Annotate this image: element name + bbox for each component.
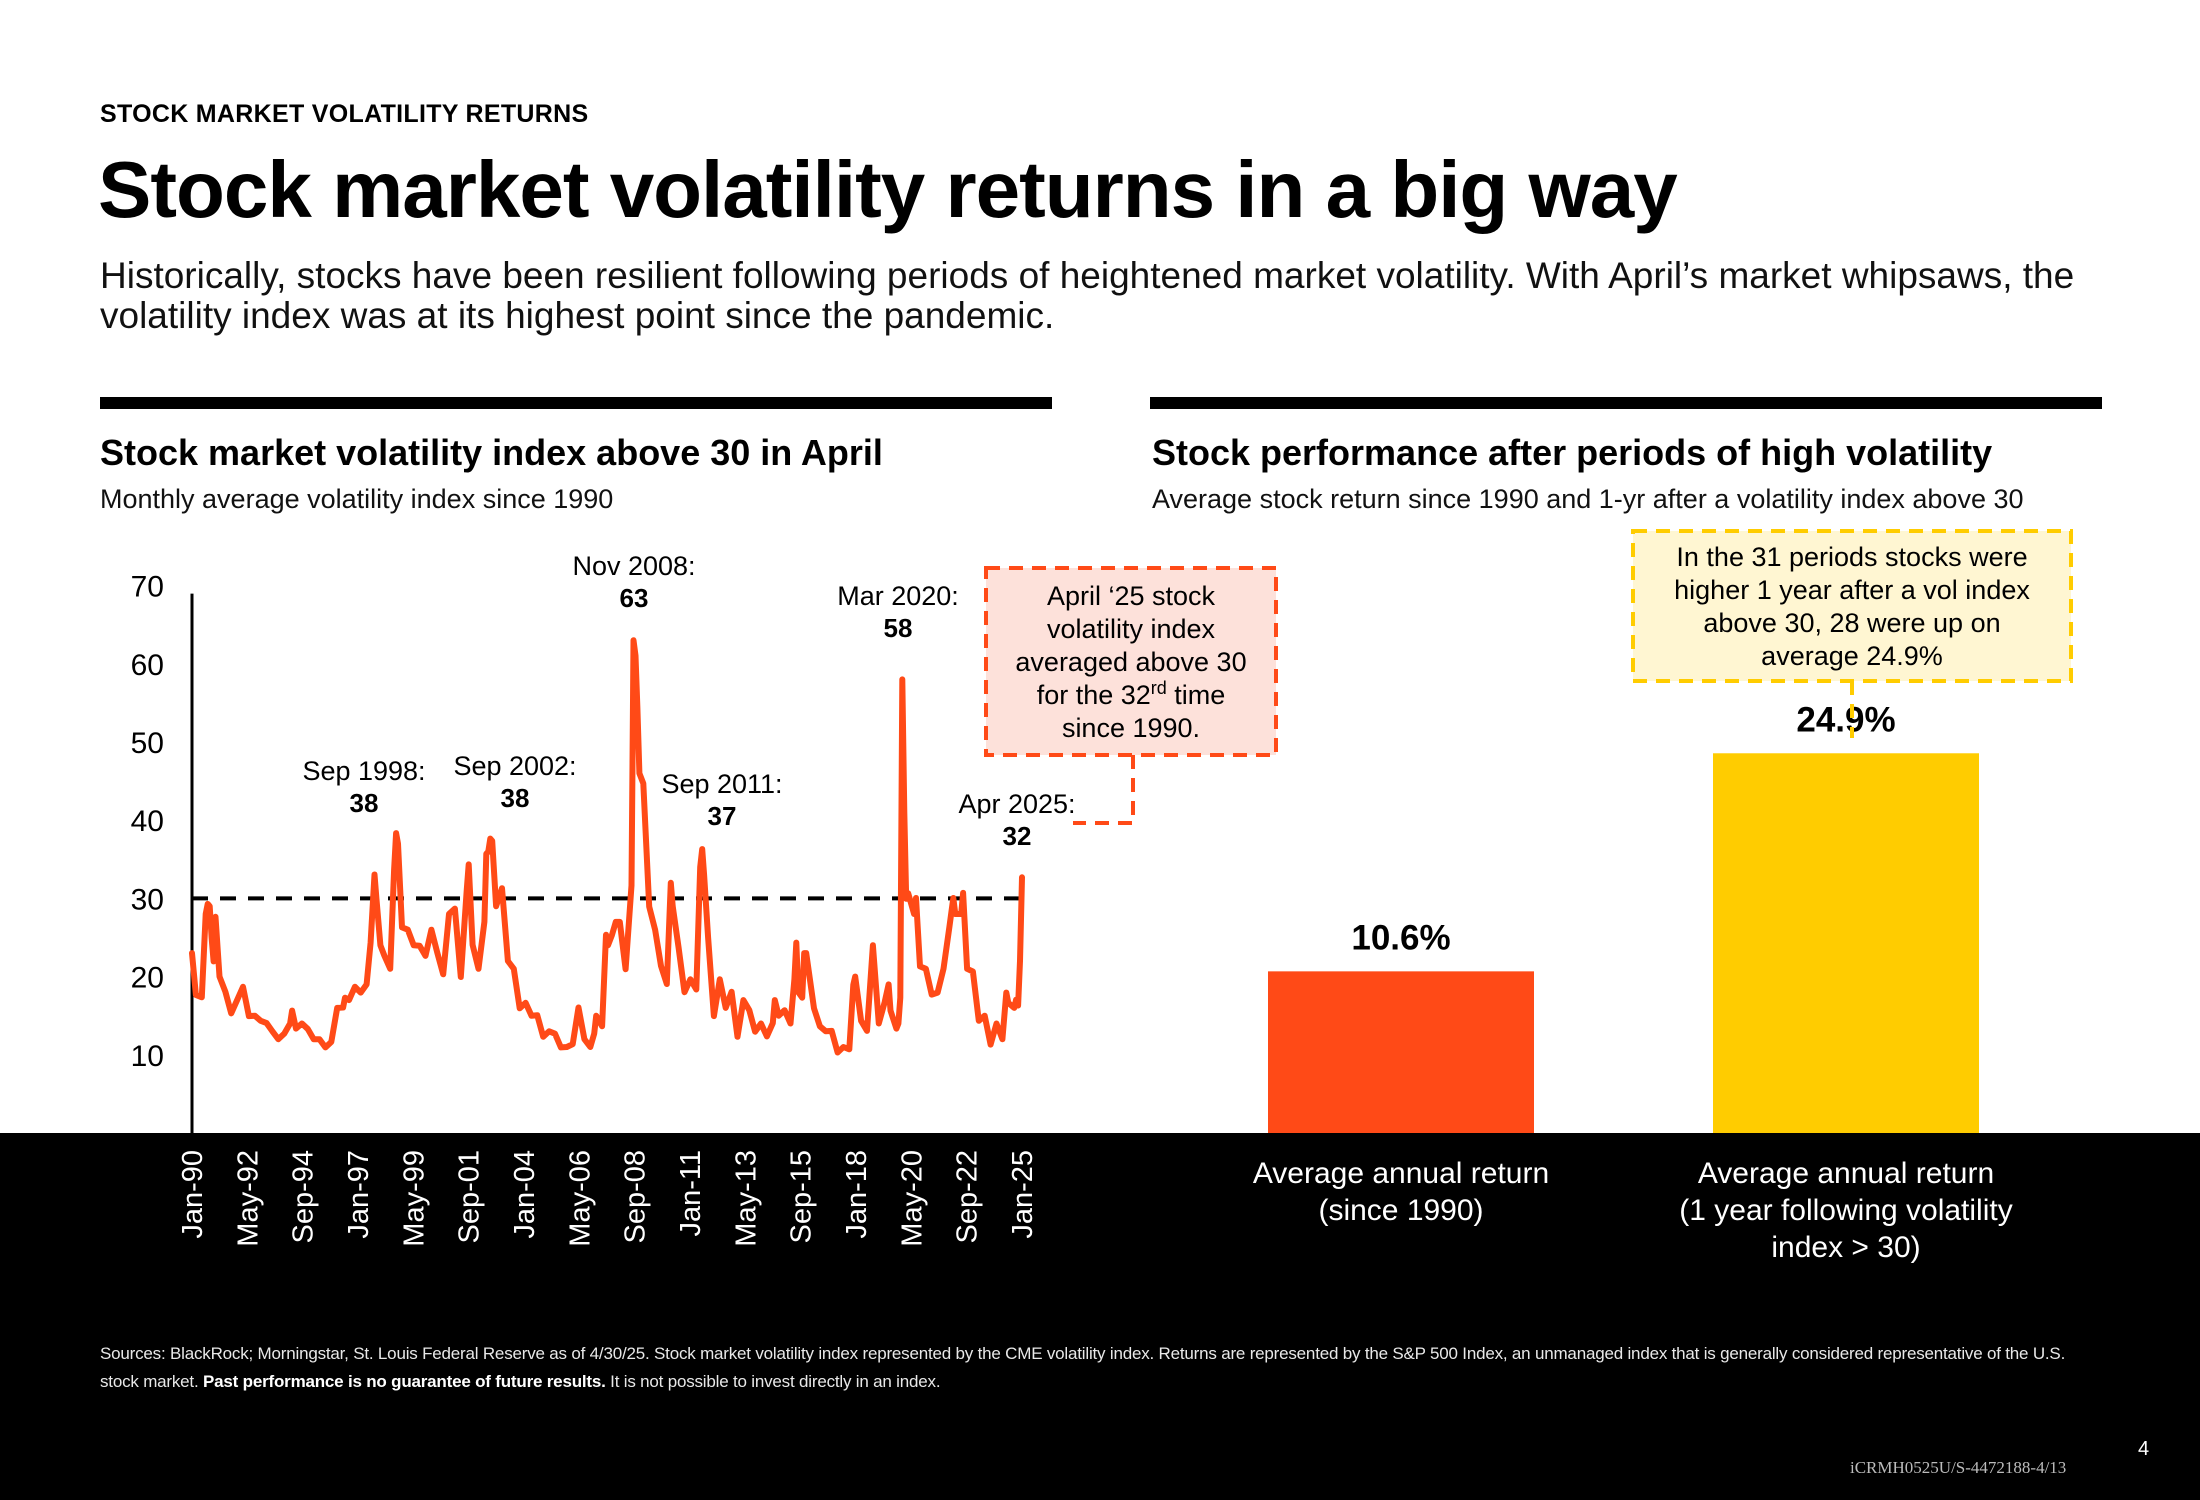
x-tick-label: Jan-04 bbox=[509, 1150, 541, 1239]
x-tick-label: May-99 bbox=[398, 1150, 430, 1247]
annotation-value: 37 bbox=[708, 801, 737, 831]
right-chart-subtitle: Average stock return since 1990 and 1-yr… bbox=[1152, 484, 2024, 514]
disclaimer-tail: It is not possible to invest directly in… bbox=[610, 1372, 941, 1391]
bar-2 bbox=[1713, 753, 1979, 1133]
page-headline: Stock market volatility returns in a big… bbox=[98, 145, 1678, 234]
x-tick-label: Jan-11 bbox=[675, 1150, 707, 1237]
callout-superscript: rd bbox=[1151, 678, 1167, 698]
x-tick-label: Sep-15 bbox=[786, 1150, 818, 1244]
callout-line: averaged above 30 bbox=[1015, 647, 1246, 677]
yellow-callout-line: above 30, 28 were up on bbox=[1703, 608, 2000, 638]
y-tick-label: 30 bbox=[131, 883, 164, 916]
disclaimer-text: Past performance is no guarantee of futu… bbox=[203, 1372, 606, 1391]
annotation-value: 38 bbox=[501, 783, 530, 813]
annotation-value: 63 bbox=[620, 583, 649, 613]
category-label: (since 1990) bbox=[1318, 1194, 1483, 1227]
annotation-value: 58 bbox=[884, 613, 913, 643]
y-tick-label: 50 bbox=[131, 727, 164, 760]
x-tick-label: May-20 bbox=[896, 1150, 928, 1247]
x-tick-label: May-06 bbox=[564, 1150, 596, 1247]
bar-1 bbox=[1268, 971, 1534, 1133]
annotation-label: Mar 2020: bbox=[837, 581, 959, 611]
callout-line: since 1990. bbox=[1062, 713, 1200, 743]
yellow-callout-box bbox=[1631, 529, 2073, 683]
y-tick-label: 40 bbox=[131, 805, 164, 838]
annotation-label: Nov 2008: bbox=[572, 551, 695, 581]
sources-text: Sources: BlackRock; Morningstar, St. Lou… bbox=[100, 1344, 2066, 1391]
x-tick-label: Jan-18 bbox=[841, 1150, 873, 1239]
category-label: Average annual return bbox=[1698, 1157, 1994, 1190]
annotation-label: Sep 1998: bbox=[302, 756, 425, 786]
yellow-callout-line: average 24.9% bbox=[1761, 641, 1943, 671]
left-chart-title: Stock market volatility index above 30 i… bbox=[100, 432, 883, 473]
x-tick-label: Sep-22 bbox=[952, 1150, 984, 1244]
eyebrow-label: STOCK MARKET VOLATILITY RETURNS bbox=[100, 100, 589, 128]
callout-line-tail: time bbox=[1167, 680, 1226, 710]
x-tick-label: Sep-94 bbox=[288, 1150, 320, 1244]
footer-band bbox=[0, 1133, 2200, 1500]
x-tick-label: Jan-90 bbox=[177, 1150, 209, 1239]
y-tick-label: 60 bbox=[131, 649, 164, 682]
right-section-rule bbox=[1150, 397, 2102, 409]
category-label: (1 year following volatility bbox=[1679, 1194, 2012, 1227]
category-label: index > 30) bbox=[1771, 1231, 1920, 1264]
yellow-callout-line: In the 31 periods stocks were bbox=[1676, 542, 2027, 572]
annotation-label: Sep 2002: bbox=[453, 751, 576, 781]
yellow-callout-line: higher 1 year after a vol index bbox=[1674, 575, 2030, 605]
x-tick-label: Jan-25 bbox=[1007, 1150, 1039, 1239]
bar-value-label: 24.9% bbox=[1796, 700, 1895, 739]
x-tick-label: May-92 bbox=[232, 1150, 264, 1247]
sources-note: Sources: BlackRock; Morningstar, St. Lou… bbox=[100, 1340, 2100, 1396]
category-label: Average annual return bbox=[1253, 1157, 1549, 1190]
callout-line: April ‘25 stock bbox=[1047, 581, 1216, 611]
y-tick-label: 10 bbox=[131, 1040, 164, 1073]
document-code: iCRMH0525U/S-4472188-4/13 bbox=[1850, 1458, 2067, 1477]
left-chart-subtitle: Monthly average volatility index since 1… bbox=[100, 484, 614, 514]
april-callout-box bbox=[984, 566, 1278, 757]
intro-paragraph: Historically, stocks have been resilient… bbox=[100, 255, 2075, 336]
right-chart-title: Stock performance after periods of high … bbox=[1152, 432, 1993, 473]
april-callout-connector bbox=[1073, 755, 1135, 825]
annotation-label: Apr 2025: bbox=[958, 789, 1075, 819]
annotation-value: 38 bbox=[350, 788, 379, 818]
annotation-label: Sep 2011: bbox=[661, 769, 782, 799]
volatility-series-line bbox=[189, 637, 1025, 1056]
annotation-value: 32 bbox=[1003, 821, 1032, 851]
x-tick-label: May-13 bbox=[730, 1150, 762, 1247]
callout-line: for the 32 bbox=[1037, 680, 1151, 710]
bar-value-label: 10.6% bbox=[1351, 918, 1450, 957]
april-callout-text: April ‘25 stock volatility index averaged … bbox=[1015, 581, 1246, 743]
y-tick-label: 70 bbox=[131, 571, 164, 604]
left-section-rule bbox=[100, 397, 1052, 409]
y-tick-label: 20 bbox=[131, 962, 164, 995]
page-number: 4 bbox=[2138, 1438, 2150, 1460]
callout-line: volatility index bbox=[1047, 614, 1216, 644]
x-tick-label: Jan-97 bbox=[343, 1150, 375, 1239]
x-tick-label: Sep-08 bbox=[620, 1150, 652, 1244]
x-tick-label: Sep-01 bbox=[454, 1150, 486, 1244]
